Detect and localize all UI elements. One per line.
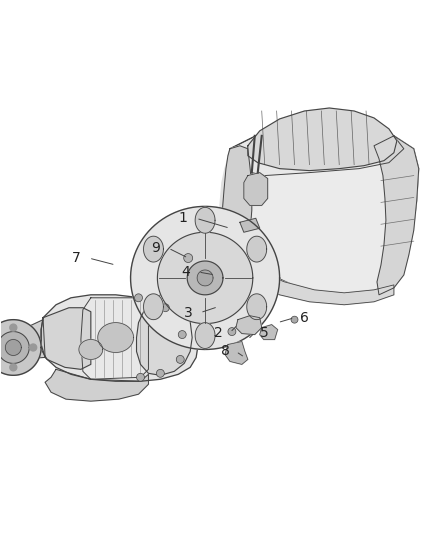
Polygon shape [247, 294, 267, 320]
Text: 9: 9 [151, 241, 160, 255]
Polygon shape [81, 298, 148, 379]
Polygon shape [240, 219, 260, 232]
Polygon shape [157, 232, 253, 324]
Circle shape [134, 294, 142, 302]
Polygon shape [260, 325, 278, 340]
Polygon shape [197, 270, 213, 286]
Polygon shape [248, 108, 397, 171]
Polygon shape [238, 265, 394, 305]
Circle shape [156, 369, 164, 377]
Circle shape [196, 286, 204, 294]
Polygon shape [98, 322, 134, 352]
Polygon shape [79, 340, 103, 359]
Polygon shape [374, 136, 419, 295]
Text: 6: 6 [300, 311, 309, 325]
Circle shape [5, 340, 21, 356]
Circle shape [30, 344, 37, 351]
Polygon shape [9, 320, 45, 359]
Polygon shape [131, 206, 279, 350]
Polygon shape [144, 294, 163, 320]
Circle shape [201, 330, 209, 338]
Polygon shape [195, 322, 215, 349]
Polygon shape [230, 126, 419, 298]
Polygon shape [244, 173, 268, 205]
Circle shape [137, 373, 145, 381]
Circle shape [178, 330, 186, 338]
Polygon shape [236, 316, 262, 335]
Circle shape [201, 219, 209, 226]
Polygon shape [222, 146, 252, 280]
Circle shape [228, 328, 236, 336]
Text: 2: 2 [214, 326, 223, 340]
Polygon shape [218, 149, 235, 270]
Polygon shape [41, 308, 91, 369]
Text: 5: 5 [260, 326, 269, 340]
Circle shape [176, 356, 184, 364]
Text: 7: 7 [71, 251, 80, 265]
Polygon shape [0, 332, 29, 364]
Polygon shape [228, 126, 404, 175]
Text: 1: 1 [179, 211, 187, 225]
Circle shape [291, 316, 298, 323]
Polygon shape [195, 207, 215, 233]
Polygon shape [45, 369, 148, 401]
Polygon shape [247, 236, 267, 262]
Polygon shape [137, 295, 192, 375]
Text: 3: 3 [184, 306, 193, 320]
Circle shape [10, 364, 17, 371]
Polygon shape [225, 342, 248, 365]
Circle shape [10, 324, 17, 331]
Polygon shape [0, 320, 41, 375]
Polygon shape [144, 236, 163, 262]
Text: 4: 4 [181, 265, 190, 279]
Circle shape [184, 254, 193, 263]
Circle shape [161, 304, 170, 312]
Polygon shape [187, 261, 223, 295]
Text: 8: 8 [220, 344, 230, 359]
Polygon shape [41, 295, 198, 381]
